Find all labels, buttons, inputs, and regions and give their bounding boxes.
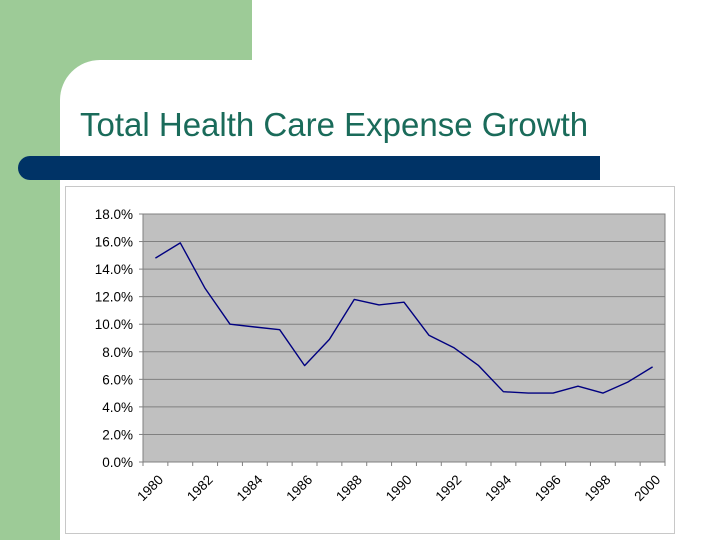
- x-tick-label: 1994: [482, 472, 514, 504]
- x-tick-label: 1996: [532, 472, 564, 504]
- title-rule-bar: [18, 156, 600, 180]
- series-group: [155, 242, 653, 394]
- y-tick-label: 18.0%: [95, 207, 133, 222]
- x-axis-ticks: 1980 1982 1984 1986 1988 1990 1992 1994 1996 1998…: [134, 462, 666, 504]
- y-tick-label: 0.0%: [102, 455, 133, 470]
- y-tick-label: 12.0%: [95, 290, 133, 305]
- x-tick-label: 1980: [134, 472, 166, 504]
- y-tick-label: 10.0%: [95, 317, 133, 332]
- y-tick-label: 14.0%: [95, 262, 133, 277]
- x-tick-label: 2000: [631, 472, 663, 504]
- y-tick-label: 6.0%: [102, 372, 133, 387]
- y-tick-label: 8.0%: [102, 345, 133, 360]
- x-tick-label: 1988: [333, 472, 365, 504]
- x-tick-label: 1986: [283, 472, 315, 504]
- y-tick-label: 2.0%: [102, 427, 133, 442]
- y-axis-ticks: 18.0% 16.0% 14.0% 12.0% 10.0% 8.0% 6.0% 4.0% 2.0…: [95, 207, 143, 470]
- x-tick-label: 1990: [383, 472, 415, 504]
- line-chart: 18.0% 16.0% 14.0% 12.0% 10.0% 8.0% 6.0% 4.0% 2.0…: [95, 207, 666, 504]
- series-line: [155, 242, 653, 394]
- y-tick-label: 16.0%: [95, 235, 133, 250]
- x-tick-label: 1984: [234, 472, 266, 504]
- x-tick-label: 1992: [433, 472, 465, 504]
- x-tick-label: 1982: [184, 472, 216, 504]
- y-tick-label: 4.0%: [102, 400, 133, 415]
- chart-frame: 18.0% 16.0% 14.0% 12.0% 10.0% 8.0% 6.0% 4.0% 2.0…: [65, 186, 675, 534]
- slide-title: Total Health Care Expense Growth: [80, 106, 589, 143]
- plot-area: [142, 213, 666, 463]
- x-tick-label: 1998: [582, 472, 614, 504]
